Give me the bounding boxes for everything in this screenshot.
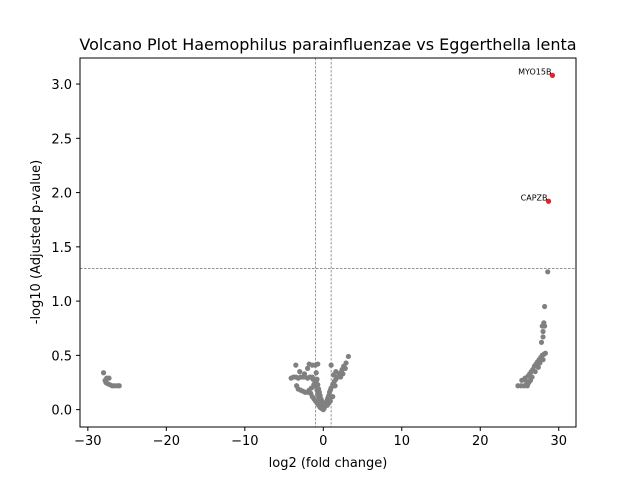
point-not-significant-23 <box>301 371 308 377</box>
x-axis-label: log2 (fold change) <box>269 456 388 471</box>
point-not-significant-129 <box>541 320 547 326</box>
point-not-significant-21 <box>293 362 299 368</box>
y-tick-label-2: 1.0 <box>51 295 72 310</box>
point-not-significant-122 <box>537 360 543 366</box>
point-not-significant-28 <box>315 361 321 367</box>
point-not-significant-85 <box>343 360 349 366</box>
x-tick-label-0: −30 <box>74 434 101 449</box>
chart-title: Volcano Plot Haemophilus parainfluenzae … <box>79 35 576 54</box>
point-not-significant-93 <box>330 394 336 400</box>
point-not-significant-88 <box>337 374 344 380</box>
point-not-significant-91 <box>328 362 334 368</box>
x-tick-label-2: −10 <box>231 434 258 449</box>
point-significant-0 <box>549 72 556 78</box>
x-tick-label-3: 0 <box>319 434 327 449</box>
point-not-significant-125 <box>540 334 546 340</box>
point-not-significant-120 <box>532 369 538 375</box>
y-tick-label-4: 2.0 <box>51 187 72 202</box>
y-tick-label-1: 0.5 <box>51 349 72 364</box>
point-not-significant-126 <box>540 328 546 335</box>
point-not-significant-130 <box>542 303 548 310</box>
point-label-1: CAPZB <box>521 193 548 202</box>
point-not-significant-47 <box>310 376 316 382</box>
y-axis: 0.0 0.5 1.0 1.5 2.0 2.5 3.0 <box>51 78 80 419</box>
x-tick-label-4: 10 <box>393 434 410 449</box>
x-tick-label-1: −20 <box>153 434 180 449</box>
point-not-significant-90 <box>333 369 339 375</box>
point-not-significant-59 <box>315 382 321 388</box>
plot-frame <box>79 57 577 428</box>
point-not-significant-96 <box>324 402 330 408</box>
point-label-0: MYO15B <box>518 67 551 76</box>
point-not-significant-119 <box>526 379 532 386</box>
point-not-significant-92 <box>332 383 338 389</box>
y-tick-label-0: 0.0 <box>51 404 72 419</box>
x-tick-label-6: 30 <box>550 434 567 449</box>
y-tick-label-3: 1.5 <box>51 241 72 256</box>
point-not-significant-24 <box>304 365 311 371</box>
point-not-significant-123 <box>540 357 546 363</box>
x-tick-label-5: 20 <box>472 434 489 449</box>
point-not-significant-124 <box>538 339 545 345</box>
y-axis-label: -log10 (Adjusted p-value) <box>29 160 44 324</box>
x-axis: −30 −20 −10 0 10 20 30 <box>74 427 567 449</box>
y-tick-label-6: 3.0 <box>51 78 72 93</box>
data-points <box>100 72 556 413</box>
point-not-significant-86 <box>342 365 348 371</box>
point-not-significant-116 <box>542 350 548 356</box>
point-not-significant-57 <box>313 370 319 376</box>
point-not-significant-22 <box>297 369 303 375</box>
y-tick-label-5: 2.5 <box>51 132 72 147</box>
point-not-significant-97 <box>345 353 352 360</box>
point-not-significant-10 <box>116 383 122 389</box>
point-labels: MYO15B CAPZB <box>518 67 551 202</box>
threshold-lines <box>80 58 576 427</box>
point-not-significant-2 <box>106 375 112 381</box>
point-not-significant-131 <box>545 269 551 275</box>
point-not-significant-58 <box>314 376 320 382</box>
point-not-significant-0 <box>100 370 107 376</box>
point-not-significant-121 <box>535 364 541 370</box>
point-significant-1 <box>545 198 552 204</box>
